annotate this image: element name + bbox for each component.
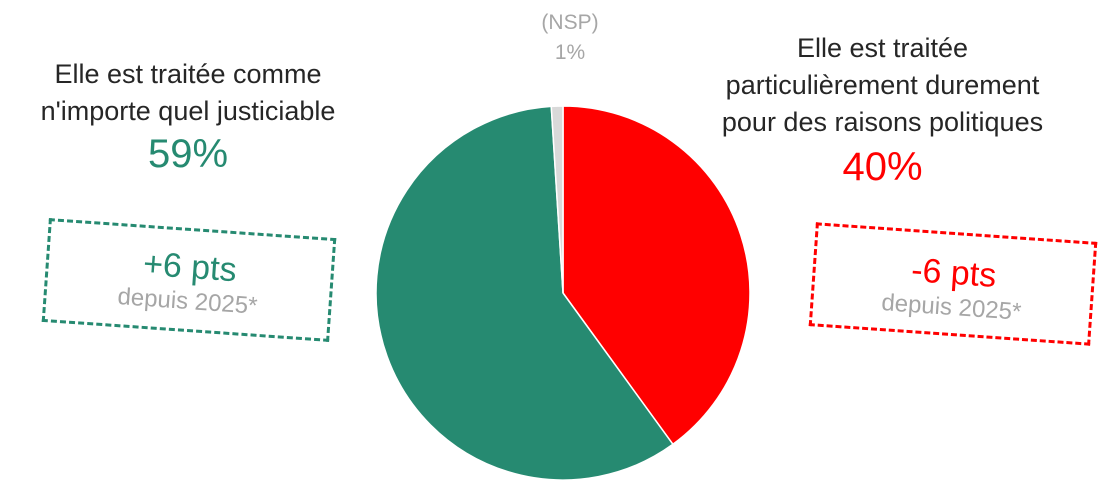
left-slice-label: Elle est traitée comme n'importe quel ju…	[18, 56, 358, 177]
pie-slice-2	[550, 105, 564, 294]
nsp-category: (NSP)	[541, 11, 599, 34]
right-category-line-3: pour des raisons politiques	[721, 107, 1044, 137]
pie-slice-1	[375, 105, 674, 481]
left-category-line-2: n'importe quel justiciable	[40, 96, 336, 126]
left-percent: 59%	[147, 132, 229, 176]
left-category-line-1: Elle est traitée comme	[54, 59, 322, 89]
pie-slice-0	[562, 105, 751, 446]
right-category-line-2: particulièrement durement	[725, 70, 1040, 100]
nsp-label: (NSP) 1%	[520, 8, 620, 68]
right-change-box: -6 pts depuis 2025*	[808, 222, 1098, 346]
right-slice-label: Elle est traitée particulièrement dureme…	[690, 30, 1075, 190]
left-change-box: +6 pts depuis 2025*	[41, 218, 337, 342]
right-category-line-1: Elle est traitée	[796, 33, 969, 63]
right-percent: 40%	[842, 145, 923, 189]
nsp-percent: 1%	[554, 41, 586, 64]
